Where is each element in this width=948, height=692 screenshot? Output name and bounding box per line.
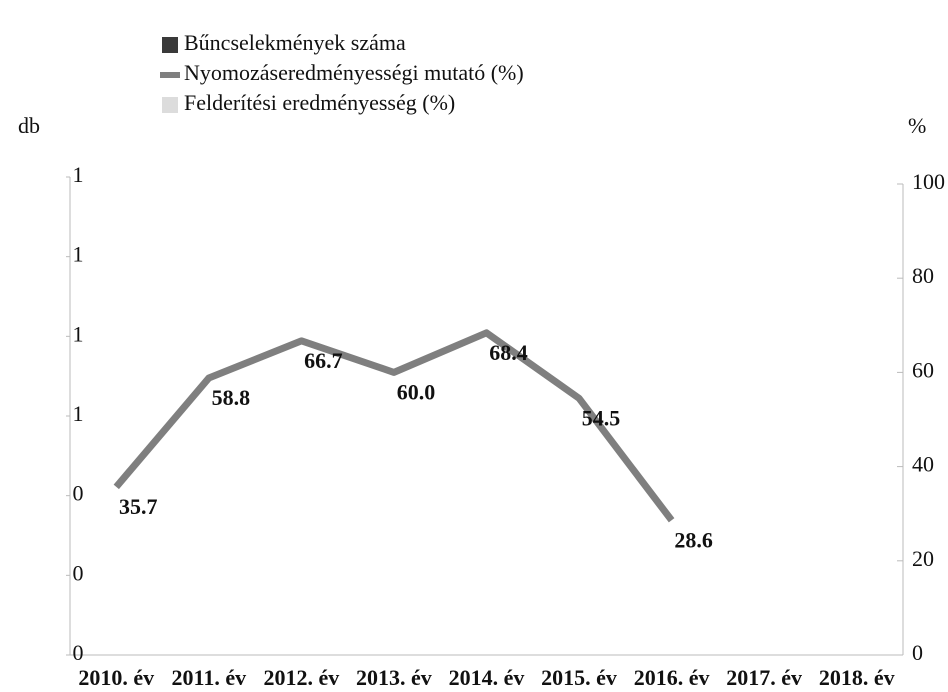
y2-axis-label: % — [908, 113, 926, 138]
x-tick-label: 2010. év — [78, 665, 154, 690]
y2-tick-label: 20 — [912, 546, 934, 571]
legend-label: Bűncselekmények száma — [184, 30, 406, 55]
y2-tick-label: 60 — [912, 357, 934, 382]
x-tick-label: 2018. év — [819, 665, 895, 690]
legend-swatch — [160, 72, 180, 78]
data-label: 66.7 — [304, 348, 343, 373]
y-tick-label: 1 — [73, 401, 84, 426]
x-tick-label: 2017. év — [726, 665, 802, 690]
legend-swatch — [162, 37, 178, 53]
data-label: 28.6 — [674, 527, 713, 552]
background — [0, 0, 948, 692]
data-label: 54.5 — [582, 405, 621, 430]
x-tick-label: 2013. év — [356, 665, 432, 690]
legend-label: Nyomozáseredményességi mutató (%) — [184, 60, 524, 85]
data-label: 68.4 — [489, 340, 528, 365]
y-axis-label: db — [18, 113, 40, 138]
x-tick-label: 2015. év — [541, 665, 617, 690]
y-tick-label: 0 — [73, 640, 84, 665]
y-tick-label: 1 — [73, 162, 84, 187]
y-tick-label: 0 — [73, 481, 84, 506]
y2-tick-label: 0 — [912, 640, 923, 665]
legend-swatch — [162, 97, 178, 113]
x-tick-label: 2014. év — [449, 665, 525, 690]
y2-tick-label: 40 — [912, 452, 934, 477]
x-tick-label: 2011. év — [172, 665, 247, 690]
y2-tick-label: 100 — [912, 169, 945, 194]
y-tick-label: 1 — [73, 321, 84, 346]
y2-tick-label: 80 — [912, 263, 934, 288]
page: {"chart_data": { "type": "line", "y_labe… — [0, 0, 948, 692]
data-label: 58.8 — [212, 385, 251, 410]
data-label: 60.0 — [397, 379, 436, 404]
y-tick-label: 0 — [73, 560, 84, 585]
chart: db % 0 0 0 1 1 1 1 0 20 40 60 80 100 2010. év 2011. év… — [0, 0, 948, 692]
y-tick-label: 1 — [73, 242, 84, 267]
data-label: 35.7 — [119, 494, 158, 519]
x-tick-label: 2012. év — [264, 665, 340, 690]
x-tick-label: 2016. év — [634, 665, 710, 690]
legend-label: Felderítési eredményesség (%) — [184, 90, 455, 115]
